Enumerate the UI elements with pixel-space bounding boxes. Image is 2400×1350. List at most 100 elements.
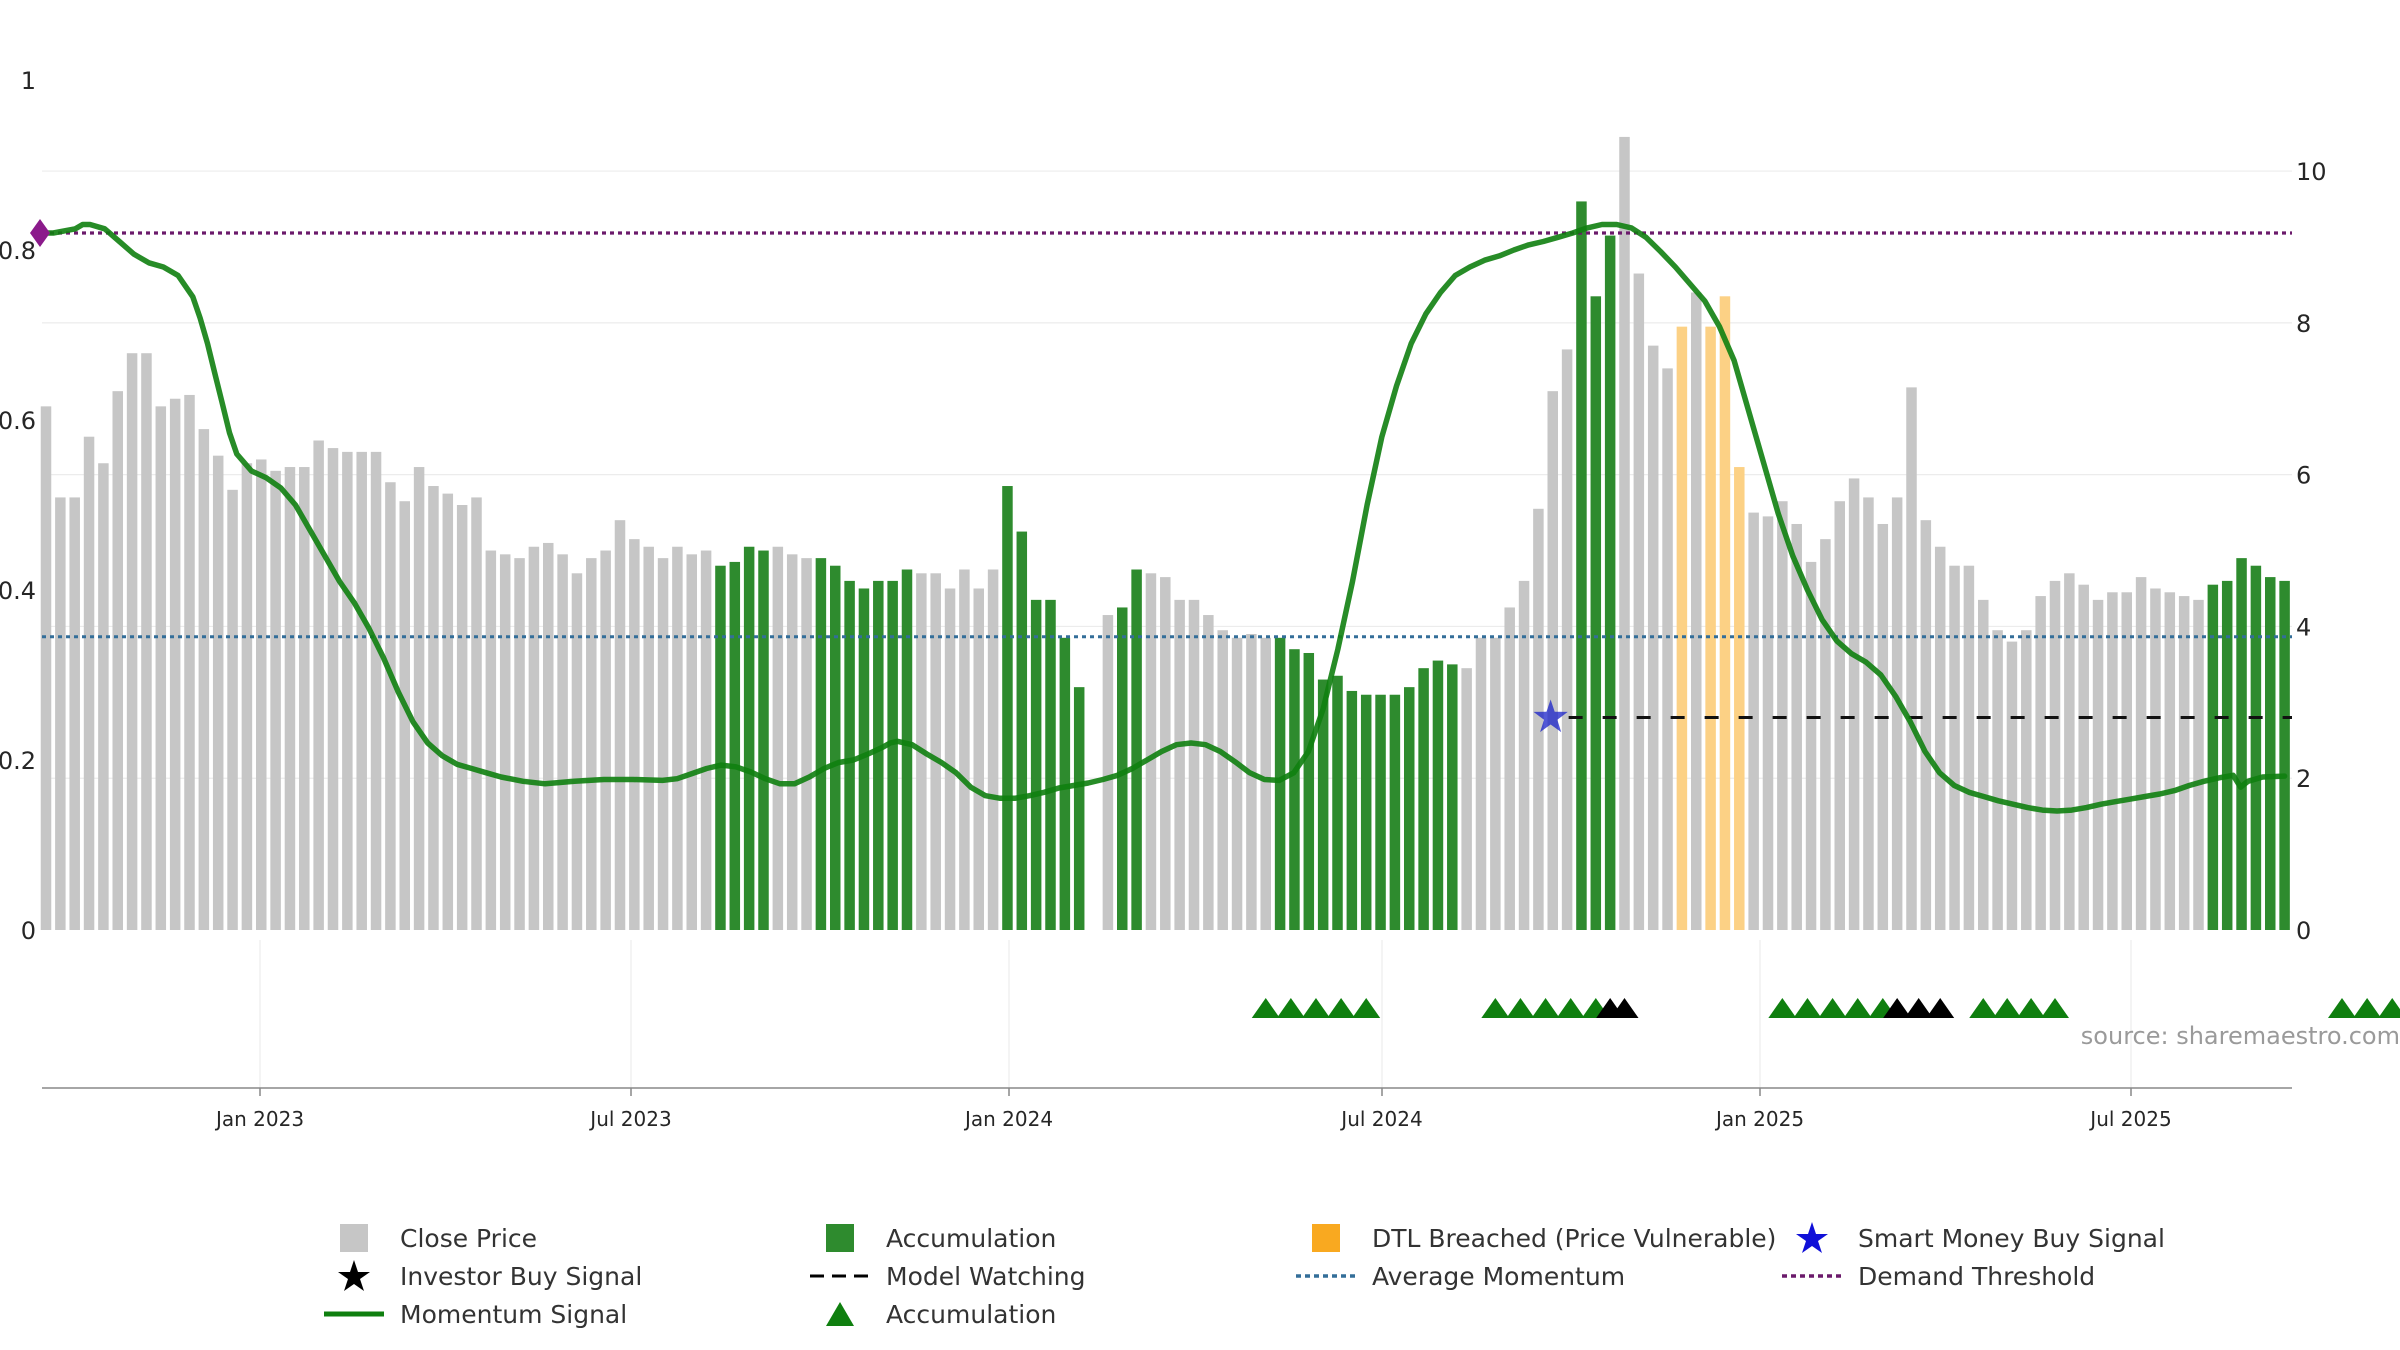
close-price-bar — [2035, 596, 2046, 930]
close-price-bar — [2193, 599, 2204, 930]
close-price-bar — [1217, 630, 1228, 930]
right-axis-tick-label: 6 — [2296, 462, 2311, 490]
left-axis-tick-label: 0.6 — [0, 407, 36, 435]
close-price-bar — [2064, 573, 2075, 930]
accumulation-bar — [1447, 664, 1458, 930]
accumulation-bar — [1576, 201, 1587, 930]
close-price-bar — [586, 558, 597, 930]
close-price-bar — [2078, 584, 2089, 930]
close-price-bar — [1533, 508, 1544, 930]
accumulation-marker — [1327, 998, 1356, 1018]
right-axis-tick-label: 2 — [2296, 765, 2311, 793]
accumulation-bar — [815, 558, 827, 930]
close-price-bar — [471, 497, 482, 930]
close-price-bar — [1848, 478, 1860, 930]
accumulation-bar — [2250, 565, 2262, 930]
close-price-bar — [959, 569, 970, 930]
left-axis-tick-label: 0 — [21, 917, 36, 945]
close-price-bar — [1820, 539, 1831, 930]
close-price-bar — [2150, 588, 2161, 930]
accumulation-marker — [1251, 998, 1280, 1018]
right-axis-tick-label: 8 — [2296, 310, 2311, 338]
accumulation-bar — [1604, 235, 1616, 931]
close-price-bar — [571, 573, 583, 930]
close-price-bar — [2092, 599, 2104, 930]
investor-buy-marker — [1610, 998, 1639, 1018]
accumulation-marker — [1301, 998, 1330, 1018]
accumulation-marker — [2353, 998, 2382, 1018]
accumulation-bar — [844, 580, 855, 930]
close-price-bar — [2049, 580, 2061, 930]
close-price-bar — [1877, 523, 1889, 930]
close-price-bar — [1662, 368, 1673, 931]
left-axis-tick-label: 0.8 — [0, 237, 36, 265]
signal-markers — [30, 219, 1568, 733]
accumulation-marker — [1818, 998, 1847, 1018]
close-price-bar — [456, 505, 468, 930]
price-bars — [40, 136, 2290, 931]
left-axis-tick-label: 1 — [21, 67, 36, 95]
accumulation-bar — [1030, 599, 1042, 930]
close-price-bar — [657, 558, 669, 930]
close-price-bar — [1188, 599, 1200, 930]
close-price-bar — [2178, 596, 2190, 930]
close-price-bar — [1691, 292, 1702, 930]
close-price-bar — [1461, 668, 1472, 930]
close-price-bar — [801, 558, 812, 930]
accumulation-bar — [901, 569, 913, 930]
close-price-bar — [385, 482, 396, 930]
investor-buy-marker — [1883, 998, 1912, 1018]
close-price-bar — [987, 569, 999, 930]
accumulation-bar — [873, 580, 884, 930]
close-price-bar — [1762, 516, 1774, 930]
dtl-bar — [1719, 296, 1731, 930]
accumulation-bar — [743, 546, 755, 930]
close-price-bar — [1863, 497, 1874, 930]
accumulation-bar — [2221, 580, 2233, 930]
accumulation-bar — [1432, 660, 1444, 930]
close-price-bar — [227, 489, 238, 930]
close-price-bar — [1561, 349, 1573, 930]
close-price-bar — [2135, 577, 2147, 930]
dtl-bar — [1705, 326, 1716, 930]
accumulation-bar — [729, 561, 741, 930]
close-price-bar — [69, 497, 80, 930]
right-axis-tick-label: 0 — [2296, 917, 2311, 945]
x-axis-tick-label: Jul 2025 — [2088, 1107, 2171, 1131]
close-price-bar — [629, 539, 640, 930]
accumulation-bar — [1317, 679, 1329, 930]
close-price-bar — [1518, 580, 1530, 930]
close-price-bar — [2006, 641, 2018, 930]
close-price-bar — [256, 459, 267, 930]
close-price-bar — [1963, 565, 1975, 930]
close-price-bar — [1748, 512, 1759, 930]
accumulation-bar — [1073, 687, 1085, 930]
close-price-bar — [141, 353, 152, 930]
close-price-bar — [413, 467, 425, 930]
close-price-bar — [40, 406, 52, 930]
close-price-bar — [944, 588, 956, 930]
close-price-bar — [2021, 630, 2032, 930]
close-price-bar — [1978, 599, 1989, 930]
close-price-bar — [370, 451, 382, 930]
accumulation-marker — [1531, 998, 1560, 1018]
close-price-bar — [528, 546, 540, 930]
accumulation-marker — [1843, 998, 1872, 1018]
close-price-bar — [1633, 273, 1645, 930]
close-price-bar — [600, 550, 611, 930]
accumulation-bar — [1303, 652, 1315, 930]
close-price-bar — [284, 467, 296, 930]
accumulation-marker — [2378, 998, 2400, 1018]
close-price-bar — [973, 588, 984, 930]
close-price-bar — [1547, 391, 1558, 930]
investor-buy-marker — [1904, 998, 1933, 1018]
close-price-bar — [2121, 592, 2132, 930]
accumulation-bar — [1289, 649, 1300, 930]
reference-lines — [42, 231, 2292, 719]
accumulation-bar — [858, 588, 870, 930]
close-price-bar — [184, 394, 195, 931]
close-price-bar — [672, 546, 683, 930]
close-price-bar — [930, 573, 941, 930]
close-price-bar — [772, 546, 784, 930]
